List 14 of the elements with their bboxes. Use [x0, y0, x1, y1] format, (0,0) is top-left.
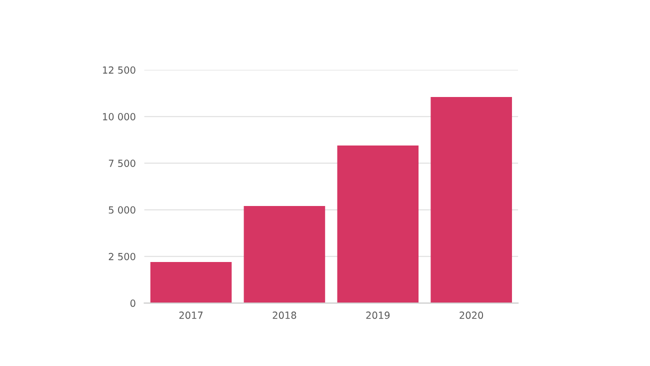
- x-tick-label: 2020: [460, 312, 484, 319]
- x-tick-label: 2019: [366, 312, 390, 319]
- bar: [244, 206, 326, 304]
- bar: [337, 145, 419, 304]
- y-tick-label: 10 000: [103, 113, 136, 120]
- y-tick-label: 2 500: [108, 252, 136, 260]
- bar: [150, 262, 232, 304]
- x-tick-label: 2018: [272, 312, 296, 319]
- y-tick-label: 12 500: [103, 66, 136, 74]
- bar: [430, 96, 512, 304]
- y-tick-label: 5 000: [108, 206, 136, 214]
- y-tick-label: 7 500: [108, 160, 136, 167]
- y-tick-label: 0: [130, 300, 136, 307]
- x-tick-label: 2017: [179, 312, 203, 319]
